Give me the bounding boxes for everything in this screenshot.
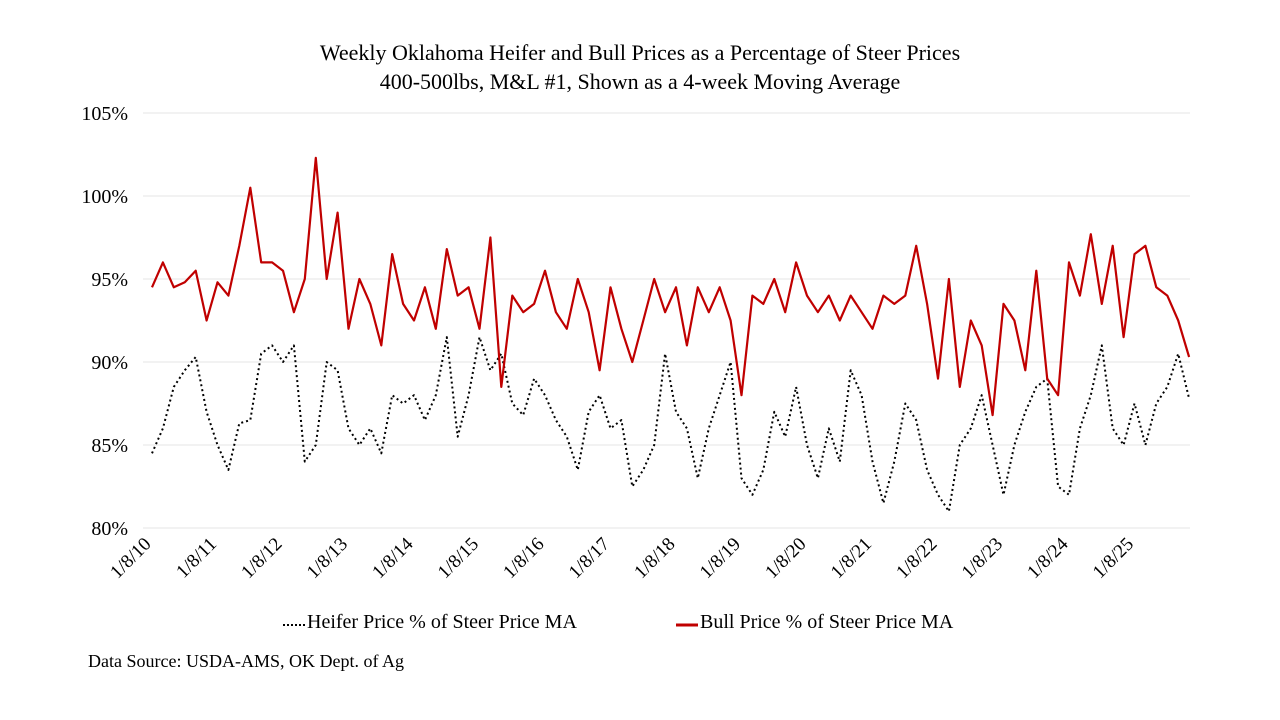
x-tick-label: 1/8/16 (499, 534, 548, 583)
legend-swatch-solid (676, 623, 698, 626)
x-tick-label: 1/8/24 (1023, 533, 1073, 583)
x-tick-label: 1/8/22 (892, 534, 941, 583)
y-tick-label: 105% (81, 103, 128, 125)
x-tick-label: 1/8/17 (565, 534, 614, 583)
x-tick-label: 1/8/12 (237, 534, 286, 583)
chart-subtitle: 400-500lbs, M&L #1, Shown as a 4-week Mo… (379, 69, 901, 94)
y-tick-label: 85% (91, 435, 128, 457)
x-tick-label: 1/8/21 (827, 534, 876, 583)
y-tick-label: 90% (91, 352, 128, 374)
x-tick-label: 1/8/15 (434, 534, 483, 583)
x-tick-label: 1/8/25 (1089, 534, 1138, 583)
y-tick-label: 80% (91, 518, 128, 540)
legend-item-bull: Bull Price % of Steer Price MA (676, 611, 953, 634)
heifer-series-line (151, 336, 1191, 513)
bull-series-line (150, 156, 1191, 417)
legend-label-heifer: Heifer Price % of Steer Price MA (307, 611, 577, 633)
chart-title: Weekly Oklahoma Heifer and Bull Prices a… (319, 40, 961, 65)
y-tick-label: 95% (91, 269, 128, 291)
x-tick-label: 1/8/13 (303, 534, 352, 583)
x-tick-label: 1/8/19 (696, 534, 745, 583)
x-tick-label: 1/8/11 (172, 534, 221, 583)
x-tick-label: 1/8/10 (106, 534, 155, 583)
x-tick-label: 1/8/23 (958, 534, 1007, 583)
y-tick-label: 100% (81, 186, 128, 208)
x-tick-label: 1/8/18 (630, 534, 679, 583)
legend-label-bull: Bull Price % of Steer Price MA (700, 611, 954, 633)
legend-swatch-dotted (283, 623, 307, 626)
data-source-note: Data Source: USDA-AMS, OK Dept. of Ag (88, 651, 404, 671)
x-tick-label: 1/8/20 (761, 534, 810, 583)
legend-item-heifer: Heifer Price % of Steer Price MA (283, 611, 577, 634)
x-tick-label: 1/8/14 (368, 533, 418, 583)
